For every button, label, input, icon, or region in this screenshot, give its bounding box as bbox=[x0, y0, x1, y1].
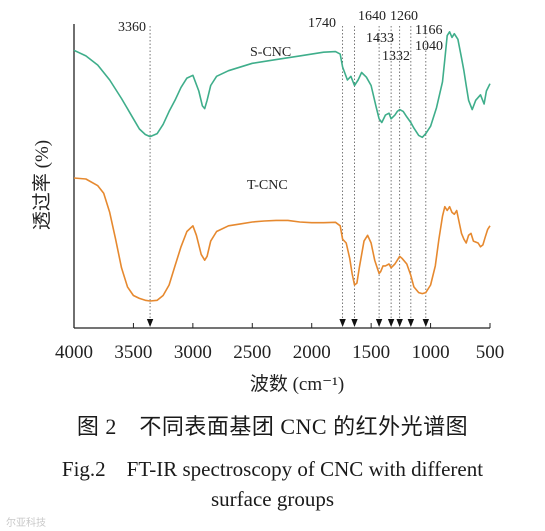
figure-caption-chinese: 图 2 不同表面基团 CNC 的红外光谱图 bbox=[76, 414, 469, 439]
reference-label-1332: 1332 bbox=[382, 49, 410, 64]
x-tick-label-1000: 1000 bbox=[412, 342, 450, 363]
x-axis-ticks: 4000 3500 3000 2500 2000 1500 1000 500 bbox=[55, 323, 504, 363]
plot-frame bbox=[73, 24, 490, 329]
x-tick-label-4000: 4000 bbox=[55, 342, 93, 363]
x-tick-label-3000: 3000 bbox=[174, 342, 212, 363]
reference-arrow-1332 bbox=[387, 319, 395, 327]
series-lines bbox=[73, 31, 491, 302]
watermark: 尔亚科技 bbox=[6, 518, 46, 529]
reference-label-1166: 1166 bbox=[415, 23, 442, 38]
reference-arrow-3360 bbox=[146, 319, 154, 327]
reference-arrow-1166 bbox=[407, 319, 415, 327]
y-axis-title: 透过率 (%) bbox=[31, 140, 53, 230]
x-tick-label-2500: 2500 bbox=[233, 342, 271, 363]
axis-titles: 波数 (cm⁻¹) 透过率 (%) bbox=[31, 140, 344, 395]
reference-label-1740: 1740 bbox=[308, 16, 336, 31]
figure-caption-english-line-1: Fig.2 FT-IR spectroscopy of CNC with dif… bbox=[61, 457, 484, 481]
x-axis-title: 波数 (cm⁻¹) bbox=[250, 373, 344, 395]
reference-arrow-1040 bbox=[422, 319, 430, 327]
series-line-s-cnc bbox=[73, 31, 491, 139]
x-tick-label-3500: 3500 bbox=[114, 342, 152, 363]
reference-arrow-1433 bbox=[375, 319, 383, 327]
reference-label-3360: 3360 bbox=[118, 20, 146, 35]
reference-label-1640: 1640 bbox=[358, 9, 386, 24]
figure-caption-english-line-2: surface groups bbox=[210, 487, 335, 511]
x-tick-label-1500: 1500 bbox=[352, 342, 390, 363]
reference-label-1260: 1260 bbox=[390, 9, 418, 24]
reference-arrow-1640 bbox=[351, 319, 358, 327]
x-tick-label-2000: 2000 bbox=[293, 342, 331, 363]
reference-arrow-1260 bbox=[396, 319, 403, 327]
reference-arrow-1740 bbox=[339, 319, 346, 327]
series-label-t-cnc: T-CNC bbox=[247, 178, 288, 193]
series-label-s-cnc: S-CNC bbox=[250, 45, 291, 60]
series-labels: S-CNC T-CNC bbox=[247, 45, 291, 193]
reference-label-1433: 1433 bbox=[366, 31, 394, 46]
reference-label-1040: 1040 bbox=[415, 39, 443, 54]
x-tick-label-500: 500 bbox=[476, 342, 505, 363]
series-line-t-cnc bbox=[73, 177, 491, 302]
